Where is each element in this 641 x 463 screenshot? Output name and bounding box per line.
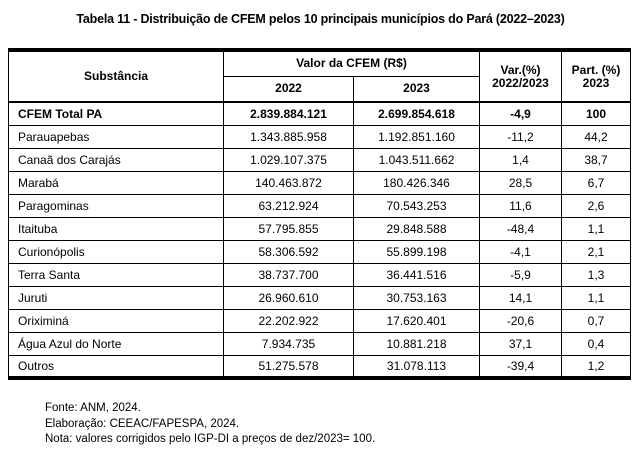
value-2023-cell: 2.699.854.618 <box>353 101 480 126</box>
value-2022-cell: 26.960.610 <box>223 285 354 310</box>
participation-cell: 44,2 <box>561 124 631 149</box>
participation-cell: 1,1 <box>561 216 631 241</box>
table-row: Juruti 26.960.610 30.753.163 14,1 1,1 <box>8 285 631 310</box>
value-2022-cell: 57.795.855 <box>223 216 354 241</box>
header-year-2023: 2023 <box>353 75 480 103</box>
substance-cell: Parauapebas <box>8 124 224 149</box>
header-variation-line1: Var.(%) <box>500 62 541 77</box>
value-2023-cell: 55.899.198 <box>353 239 480 264</box>
value-2022-cell: 2.839.884.121 <box>223 101 354 126</box>
variation-cell: -11,2 <box>479 124 562 149</box>
substance-cell: Terra Santa <box>8 262 224 287</box>
value-2023-cell: 70.543.253 <box>353 193 480 218</box>
table-row: Parauapebas 1.343.885.958 1.192.851.160 … <box>8 124 631 149</box>
variation-cell: -20,6 <box>479 308 562 333</box>
participation-cell: 100 <box>561 101 631 126</box>
variation-cell: 28,5 <box>479 170 562 195</box>
header-year-2022: 2022 <box>223 75 354 103</box>
participation-cell: 6,7 <box>561 170 631 195</box>
header-participation-line1: Part. (%) <box>571 62 621 77</box>
header-participation-line2: 2023 <box>582 75 610 90</box>
substance-cell: Curionópolis <box>8 239 224 264</box>
table-row: Oriximiná 22.202.922 17.620.401 -20,6 0,… <box>8 308 631 333</box>
variation-cell: 11,6 <box>479 193 562 218</box>
value-2022-cell: 1.029.107.375 <box>223 147 354 172</box>
value-2023-cell: 30.753.163 <box>353 285 480 310</box>
table-row: Terra Santa 38.737.700 36.441.516 -5,9 1… <box>8 262 631 287</box>
table-footnotes: Fonte: ANM, 2024. Elaboração: CEEAC/FAPE… <box>45 401 375 448</box>
participation-cell: 2,6 <box>561 193 631 218</box>
variation-cell: 14,1 <box>479 285 562 310</box>
participation-cell: 1,3 <box>561 262 631 287</box>
header-participation: Part. (%) 2023 <box>561 49 631 103</box>
variation-cell: 1,4 <box>479 147 562 172</box>
substance-cell: Água Azul do Norte <box>8 331 224 356</box>
table-header: Substância Valor da CFEM (R$) Var.(%) 20… <box>8 49 631 103</box>
value-2023-cell: 1.043.511.662 <box>353 147 480 172</box>
value-2023-cell: 180.426.346 <box>353 170 480 195</box>
value-2022-cell: 140.463.872 <box>223 170 354 195</box>
participation-cell: 1,2 <box>561 354 631 379</box>
substance-cell: Itaituba <box>8 216 224 241</box>
value-2023-cell: 10.881.218 <box>353 331 480 356</box>
header-variation: Var.(%) 2022/2023 <box>479 49 562 103</box>
substance-cell: Canaã dos Carajás <box>8 147 224 172</box>
table-row: Outros 51.275.578 31.078.113 -39,4 1,2 <box>8 354 631 379</box>
elaboration-note: Elaboração: CEEAC/FAPESPA, 2024. <box>45 417 240 430</box>
substance-cell: Oriximiná <box>8 308 224 333</box>
cfem-distribution-table: Substância Valor da CFEM (R$) Var.(%) 20… <box>8 48 631 380</box>
table-row: Paragominas 63.212.924 70.543.253 11,6 2… <box>8 193 631 218</box>
variation-cell: -39,4 <box>479 354 562 379</box>
value-2023-cell: 1.192.851.160 <box>353 124 480 149</box>
variation-cell: -4,1 <box>479 239 562 264</box>
participation-cell: 0,7 <box>561 308 631 333</box>
value-2022-cell: 51.275.578 <box>223 354 354 379</box>
value-2023-cell: 36.441.516 <box>353 262 480 287</box>
table-title: Tabela 11 - Distribuição de CFEM pelos 1… <box>76 12 565 26</box>
participation-cell: 38,7 <box>561 147 631 172</box>
substance-cell: Juruti <box>8 285 224 310</box>
value-2023-cell: 29.848.588 <box>353 216 480 241</box>
table-row: Canaã dos Carajás 1.029.107.375 1.043.51… <box>8 147 631 172</box>
table-row: Marabá 140.463.872 180.426.346 28,5 6,7 <box>8 170 631 195</box>
variation-cell: -4,9 <box>479 101 562 126</box>
header-substance: Substância <box>8 49 224 103</box>
participation-cell: 0,4 <box>561 331 631 356</box>
variation-cell: -48,4 <box>479 216 562 241</box>
variation-cell: -5,9 <box>479 262 562 287</box>
value-2022-cell: 1.343.885.958 <box>223 124 354 149</box>
table-row: Curionópolis 58.306.592 55.899.198 -4,1 … <box>8 239 631 264</box>
substance-cell: Outros <box>8 354 224 379</box>
value-2023-cell: 17.620.401 <box>353 308 480 333</box>
table-row-total: CFEM Total PA 2.839.884.121 2.699.854.61… <box>8 101 631 126</box>
participation-cell: 1,1 <box>561 285 631 310</box>
substance-cell: Paragominas <box>8 193 224 218</box>
table-row: Itaituba 57.795.855 29.848.588 -48,4 1,1 <box>8 216 631 241</box>
header-value-group: Valor da CFEM (R$) <box>223 49 480 77</box>
value-2022-cell: 7.934.735 <box>223 331 354 356</box>
source-note: Fonte: ANM, 2024. <box>45 402 141 414</box>
correction-note: Nota: valores corrigidos pelo IGP-DI a p… <box>45 433 376 445</box>
substance-cell: CFEM Total PA <box>8 101 224 126</box>
table-body: CFEM Total PA 2.839.884.121 2.699.854.61… <box>8 101 631 379</box>
value-2022-cell: 63.212.924 <box>223 193 354 218</box>
value-2022-cell: 38.737.700 <box>223 262 354 287</box>
value-2023-cell: 31.078.113 <box>353 354 480 379</box>
value-2022-cell: 58.306.592 <box>223 239 354 264</box>
value-2022-cell: 22.202.922 <box>223 308 354 333</box>
substance-cell: Marabá <box>8 170 224 195</box>
table-row: Água Azul do Norte 7.934.735 10.881.218 … <box>8 331 631 356</box>
header-variation-line2: 2022/2023 <box>492 75 549 90</box>
participation-cell: 2,1 <box>561 239 631 264</box>
variation-cell: 37,1 <box>479 331 562 356</box>
